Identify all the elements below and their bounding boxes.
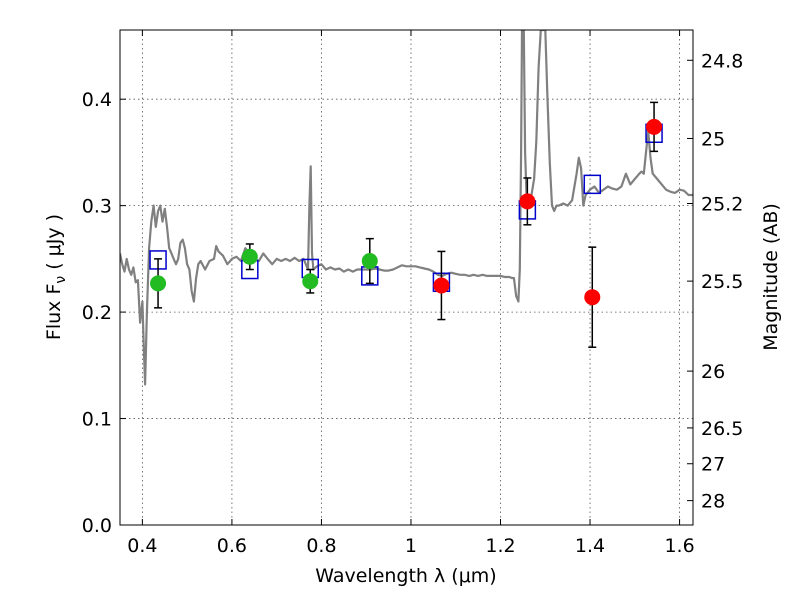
x-tick-label: 0.4 [127,535,157,557]
y-axis: 0.0 0.1 0.2 0.3 0.4 [82,89,126,537]
x-tick-label: 1 [405,535,417,557]
observed-point [584,289,601,306]
observed-point [361,253,378,269]
x-tick-label: 1.2 [485,535,515,557]
y2-tick-label: 27 [701,454,725,476]
observed-point [519,193,536,210]
y-axis-label-unit: ( μJy ) [43,214,65,270]
y-tick-label: 0.0 [82,515,112,537]
y2-axis-label: Magnitude (AB) [760,203,782,351]
y-axis-label-main: Flux F [43,284,65,340]
y-tick-label: 0.3 [82,196,112,218]
observed-point [433,277,450,294]
y-axis-label: Flux Fν ( μJy ) [43,214,69,340]
x-axis: 0.4 0.6 0.8 1 1.2 1.4 1.6 [127,30,695,557]
y2-tick-label: 24.8 [701,50,743,72]
y2-tick-label: 25 [701,128,725,150]
observed-point [646,118,663,135]
plot-frame [119,29,694,526]
grid [120,30,693,526]
x-tick-label: 0.8 [306,535,336,557]
spectrum-series [120,30,693,386]
y2-tick-label: 28 [701,491,725,513]
model-square-marker [583,174,602,195]
y2-tick-label: 26.5 [701,418,743,440]
observed-point [150,275,167,292]
observed-point [302,273,319,290]
x-tick-label: 0.6 [217,535,247,557]
x-axis-label: Wavelength λ (μm) [315,565,496,587]
y-tick-label: 0.1 [82,409,112,431]
y-tick-label: 0.2 [82,302,112,324]
y2-tick-label: 25.5 [701,271,743,293]
observed-series [150,101,663,348]
observed-point [241,248,258,265]
x-tick-label: 1.4 [575,535,605,557]
spectrum-line [120,30,693,386]
y2-tick-label: 25.2 [701,194,743,216]
y2-tick-label: 26 [701,361,725,383]
y-axis-label-sub: ν [53,276,69,284]
y2-axis: 24.8 25 25.2 25.5 26 26.5 27 28 [687,50,743,513]
x-tick-label: 1.6 [664,535,694,557]
y-tick-label: 0.4 [82,89,112,111]
